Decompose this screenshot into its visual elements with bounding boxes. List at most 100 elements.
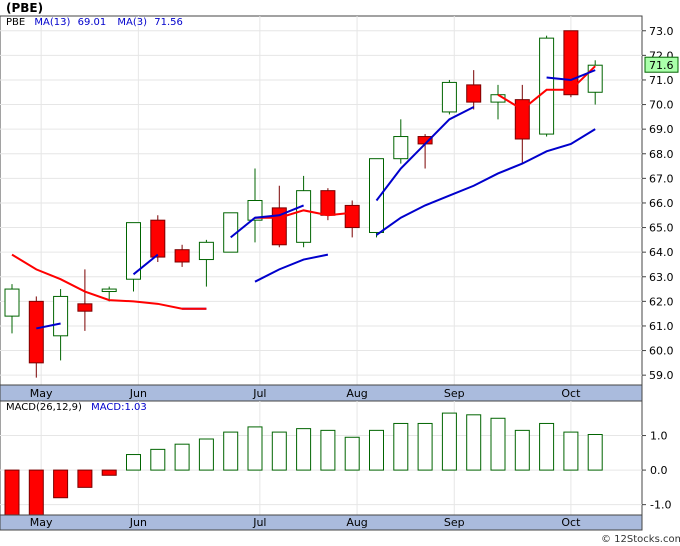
candle-body xyxy=(466,84,482,103)
price-tick-label: 66.0 xyxy=(649,197,674,210)
macd-x-label: Jul xyxy=(252,516,266,529)
macd-bars xyxy=(4,412,603,516)
macd-bar xyxy=(28,469,44,516)
macd-bar xyxy=(539,422,555,471)
moving-averages xyxy=(11,65,596,330)
candle-body xyxy=(539,37,555,135)
macd-bar xyxy=(466,414,482,471)
macd-bar xyxy=(198,438,214,471)
candle-body xyxy=(320,190,336,216)
price-tick-label: 71.0 xyxy=(649,74,674,87)
ma3-line xyxy=(255,209,353,219)
macd-bar xyxy=(320,429,336,471)
macd-tick-label: 1.0 xyxy=(650,430,668,443)
price-tick-label: 68.0 xyxy=(649,148,674,161)
candle-body xyxy=(369,158,384,233)
macd-date-band xyxy=(0,514,643,531)
macd-bar xyxy=(53,469,69,499)
legend-symbol: PBE xyxy=(6,17,25,28)
macd-y-axis: -1.0 0.0 1.0 xyxy=(642,430,671,512)
macd-bar xyxy=(150,448,166,471)
ma13-fast-line xyxy=(546,69,596,81)
ma3-line xyxy=(497,65,596,111)
candle-body xyxy=(441,81,457,113)
macd-bar xyxy=(563,431,579,471)
price-tick-label: 63.0 xyxy=(649,271,674,284)
price-x-label: Jul xyxy=(252,387,266,400)
macd-bar xyxy=(223,431,239,471)
legend-ma13-value: 69.01 xyxy=(78,17,107,28)
price-tick-label: 73.0 xyxy=(649,25,674,38)
candle-body xyxy=(4,288,20,317)
price-tick-label: 65.0 xyxy=(649,222,674,235)
legend-ma3-label: MA(3) xyxy=(117,17,147,28)
price-tick-label: 69.0 xyxy=(649,123,674,136)
ma13-fast-line xyxy=(230,204,304,239)
last-price-label: 71.6 xyxy=(649,59,674,72)
price-x-label: Aug xyxy=(346,387,367,400)
macd-bar xyxy=(126,454,141,471)
price-x-label: Sep xyxy=(444,387,465,400)
ma13-fast-line xyxy=(36,322,61,330)
price-date-band xyxy=(0,384,643,402)
price-tick-label: 62.0 xyxy=(649,295,674,308)
candle-body xyxy=(28,300,44,364)
macd-x-label: Aug xyxy=(346,516,367,529)
macd-bar xyxy=(441,412,457,471)
legend-ma3-value: 71.56 xyxy=(154,17,183,28)
macd-x-axis: May Jun Jul Aug Sep Oct xyxy=(30,516,581,529)
price-tick-label: 59.0 xyxy=(649,369,674,382)
candle-body xyxy=(587,64,603,93)
ma13-fast-line xyxy=(132,253,159,276)
macd-bar xyxy=(271,431,287,471)
macd-x-label: May xyxy=(30,516,53,529)
footer-credit: © 12Stocks.com xyxy=(601,534,680,545)
macd-bar xyxy=(77,469,93,488)
candle-body xyxy=(296,190,312,243)
macd-bar xyxy=(174,443,190,471)
macd-bar xyxy=(344,436,360,471)
price-tick-label: 60.0 xyxy=(649,345,674,358)
price-legend: PBE MA(13) 69.01 MA(3) 71.56 xyxy=(6,17,183,28)
macd-tick-label: -1.0 xyxy=(650,499,671,512)
macd-legend: MACD(26,12,9) MACD:1.03 xyxy=(6,402,147,413)
price-x-label: May xyxy=(30,387,53,400)
macd-x-label: Oct xyxy=(561,516,581,529)
ma3-line xyxy=(11,253,207,310)
last-price-badge xyxy=(644,56,679,73)
macd-x-label: Jun xyxy=(129,516,147,529)
ma13-line xyxy=(254,253,329,283)
macd-bar xyxy=(587,434,603,471)
candle-body xyxy=(393,136,409,160)
candle-body xyxy=(247,200,263,221)
macd-bar xyxy=(369,429,384,471)
price-tick-label: 61.0 xyxy=(649,320,674,333)
chart-title: (PBE) xyxy=(6,1,43,15)
price-x-label: Oct xyxy=(561,387,581,400)
candle-body xyxy=(198,241,214,261)
macd-bar xyxy=(4,469,20,516)
candle-body xyxy=(514,99,530,140)
macd-bar xyxy=(296,428,312,471)
macd-bar xyxy=(101,469,117,476)
macd-x-label: Sep xyxy=(444,516,465,529)
macd-bar xyxy=(417,422,433,471)
macd-tick-label: 0.0 xyxy=(650,464,668,477)
macd-bar xyxy=(393,422,409,471)
price-tick-label: 70.0 xyxy=(649,99,674,112)
candle-body xyxy=(126,222,141,280)
price-candles xyxy=(4,30,603,378)
candle-body xyxy=(150,219,166,258)
macd-legend-label: MACD(26,12,9) xyxy=(6,402,82,413)
ma13-line xyxy=(375,128,596,236)
candle-body xyxy=(174,249,190,263)
candle-body xyxy=(77,303,93,312)
price-tick-label: 67.0 xyxy=(649,172,674,185)
macd-bar xyxy=(514,429,530,471)
ma13-fast-line xyxy=(375,106,475,202)
legend-ma13-label: MA(13) xyxy=(34,17,70,28)
price-x-axis: May Jun Jul Aug Sep Oct xyxy=(30,387,581,400)
price-tick-label: 64.0 xyxy=(649,246,674,259)
macd-legend-value: MACD:1.03 xyxy=(91,402,147,413)
